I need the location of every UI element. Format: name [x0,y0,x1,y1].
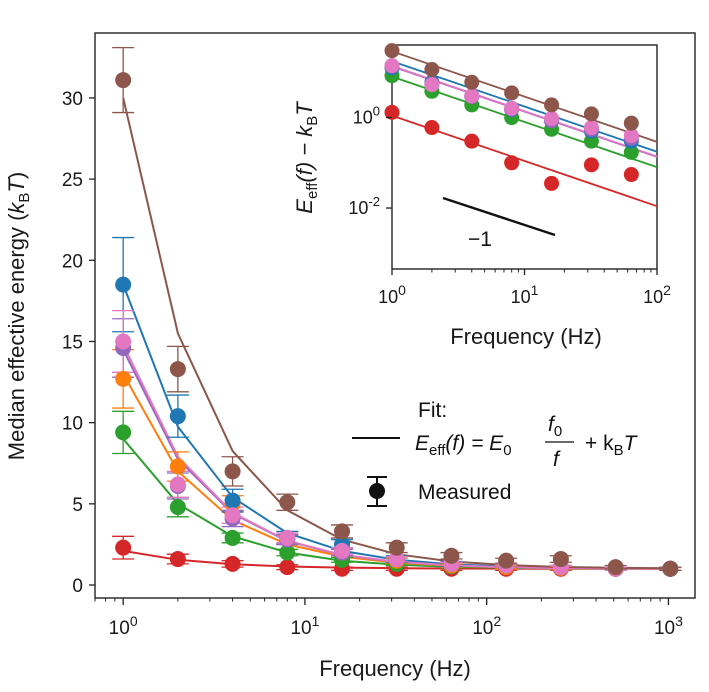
main-fit-lines [122,97,671,570]
data-point [169,458,186,475]
data-point [169,551,186,568]
inset-data-points [384,43,639,191]
inset-data-point [504,100,520,116]
x-tick-label: 100 [109,613,138,639]
legend-fit-denominator: f [553,448,561,471]
data-point [279,529,296,546]
inset-y-tick-label: 10-2 [348,194,380,218]
data-point [224,555,241,572]
data-point [115,72,132,89]
fit-line [122,349,671,570]
data-point [115,333,132,350]
legend-measured-label: Measured [418,481,511,504]
fit-line [122,344,671,570]
data-point [279,494,296,511]
data-point [334,542,351,559]
data-point [279,544,296,561]
legend-measured-marker [367,476,387,507]
data-point [334,523,351,540]
data-point [115,424,132,441]
y-tick-label: 25 [62,170,83,191]
data-point [443,547,460,564]
inset-data-point [544,111,560,127]
inset-data-point [424,62,440,78]
inset-data-point [544,175,560,191]
inset-data-point [464,74,480,90]
y-tick-label: 15 [62,332,83,353]
data-point [115,276,132,293]
fit-line [122,373,671,570]
inset-axes: 100 101 102 100 10-2 [348,104,671,307]
inset-x-tick-label: 102 [643,282,671,307]
inset-x-tick-label: 101 [511,282,539,307]
data-point [169,361,186,378]
main-y-axis-title: Median effective energy (kBT) [4,172,33,460]
main-x-axis-title: Frequency (Hz) [319,656,471,681]
data-point [169,408,186,425]
data-point [388,539,405,556]
data-point [224,492,241,509]
inset-data-point [424,120,440,136]
inset-y-tick-label: 100 [353,104,380,128]
inset-x-axis-title: Frequency (Hz) [450,324,602,349]
data-point [388,551,405,568]
inset-data-point [464,88,480,104]
legend-fit-title: Fit: [418,399,447,422]
data-point [498,552,515,569]
inset-data-point [623,144,639,160]
slope-indicator-line [442,196,556,237]
data-point [115,539,132,556]
x-tick-label: 103 [654,613,683,639]
legend-fit-plus-term: + kBT [585,432,639,459]
inset-data-point [583,106,599,122]
slope-indicator-label: −1 [468,228,492,251]
inset-data-point [623,115,639,131]
inset-data-point [544,97,560,113]
inset-data-point [623,167,639,183]
inset-data-point [384,104,400,120]
data-point [552,551,569,568]
inset-data-point [424,77,440,93]
x-tick-label: 101 [290,613,319,639]
y-tick-label: 0 [72,576,83,597]
data-point [279,559,296,576]
main-axes: 0 5 10 15 20 25 30 100 101 102 103 [62,89,683,639]
main-data-points [115,72,679,577]
inset-data-point [623,128,639,144]
legend: Fit: Eeff(f) = E0 f0 f + kBT Measured [352,399,639,507]
inset-data-point [583,157,599,173]
data-point [169,499,186,516]
inset-data-point [464,133,480,149]
y-tick-label: 10 [62,414,83,435]
legend-fit-equation-lhs: Eeff(f) = E0 [415,432,512,459]
x-tick-label: 102 [472,613,501,639]
y-tick-label: 30 [62,89,83,110]
inset-data-point [384,58,400,74]
legend-fit-numerator: f0 [548,413,562,440]
data-point [224,529,241,546]
data-point [607,559,624,576]
y-tick-label: 5 [72,495,83,516]
inset-x-tick-label: 100 [378,282,406,307]
inset-y-axis-title: Eeff(f) − kBT [292,101,321,214]
main-plot-frame [94,32,696,599]
data-point [224,463,241,480]
inset-data-point [504,85,520,101]
inset-data-point [504,155,520,171]
data-point [169,476,186,493]
y-tick-label: 20 [62,251,83,272]
data-point [662,560,679,577]
inset-data-point [583,120,599,136]
data-point [224,507,241,524]
inset-data-point [384,43,400,59]
data-point [115,370,132,387]
